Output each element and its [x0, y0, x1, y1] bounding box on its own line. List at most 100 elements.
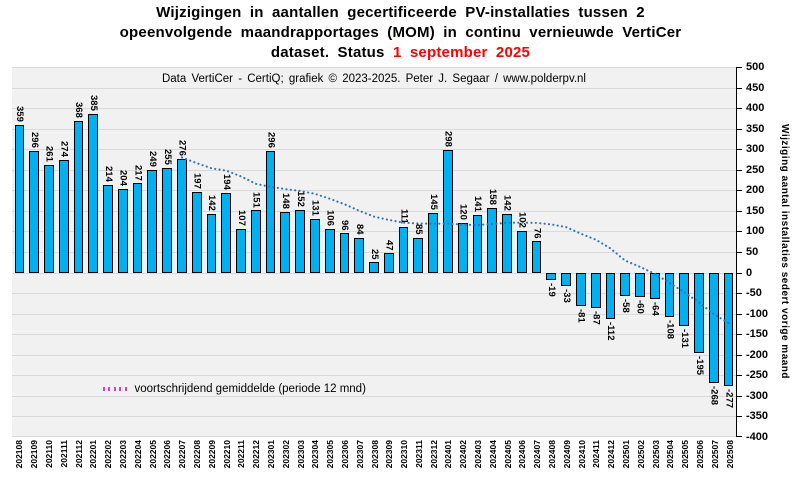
bar	[29, 150, 40, 273]
x-axis-label: 202508	[724, 440, 735, 469]
y-axis-tick-label: 250	[746, 163, 765, 176]
x-axis-label: 202111	[58, 440, 69, 468]
y-axis-tick-label: 100	[746, 225, 765, 238]
y-axis-tick-label: 300	[746, 143, 765, 156]
x-axis-label: 202302	[280, 440, 291, 469]
bar	[561, 272, 571, 287]
bar-value-label: 255	[161, 148, 173, 165]
x-axis-label: 202311	[413, 440, 424, 468]
x-axis-label: 202407	[532, 440, 543, 469]
x-axis-label: 202406	[517, 440, 528, 469]
x-axis-label: 202404	[487, 440, 498, 469]
bar	[502, 214, 512, 273]
bar-value-label: -112	[605, 321, 617, 341]
bar	[295, 210, 305, 273]
bar	[369, 262, 379, 273]
bar	[191, 191, 202, 273]
bar	[649, 272, 660, 299]
x-axis-label: 202301	[265, 440, 276, 469]
y-axis-tick-label: -350	[746, 410, 769, 423]
bar	[14, 124, 25, 273]
bar-value-label: 274	[58, 141, 70, 157]
y-axis-tick-label: 0	[746, 266, 753, 279]
bar	[280, 211, 291, 273]
bar-value-label: 84	[353, 224, 365, 236]
bar-value-label: 217	[132, 164, 144, 181]
bar-value-label: 145	[427, 194, 439, 210]
legend-dotted-line-sample	[102, 387, 127, 392]
bar-value-label: -64	[649, 301, 661, 316]
bar-value-label: 368	[73, 102, 85, 119]
y-axis-tick	[737, 128, 742, 130]
bar-value-label: 142	[501, 195, 513, 212]
x-axis-label: 202110	[43, 440, 54, 468]
bar	[383, 253, 394, 273]
bar	[723, 272, 734, 387]
y-axis-tick	[737, 375, 742, 377]
bar-value-label: -60	[634, 300, 646, 314]
bar	[58, 159, 69, 273]
x-axis-label: 202405	[502, 440, 513, 469]
x-axis-label: 202208	[191, 440, 202, 469]
y-axis-tick-label: -200	[746, 348, 769, 361]
page-title: Wijzigingen in aantallen gecertificeerde…	[0, 3, 801, 63]
bar	[117, 188, 128, 273]
bar-value-label: 296	[28, 132, 40, 148]
bar-value-label: 151	[250, 191, 262, 208]
bar	[531, 241, 542, 273]
y-axis-tick-label: 350	[746, 122, 765, 135]
bar-value-label: 111	[398, 209, 410, 224]
y-axis-tick-label: 400	[746, 102, 765, 115]
x-axis-label: 202306	[339, 440, 350, 469]
gridline	[12, 395, 736, 397]
bar	[73, 121, 84, 273]
y-axis-tick	[737, 231, 742, 233]
bar	[147, 170, 158, 273]
y-axis-tick-label: -50	[746, 287, 762, 300]
x-axis-label: 202204	[132, 440, 143, 469]
x-axis-label: 202403	[473, 440, 484, 469]
x-axis-label: 202305	[325, 440, 336, 469]
x-axis-label: 202408	[547, 440, 558, 469]
bar-value-label: 158	[486, 188, 498, 205]
x-axis-label: 202505	[680, 440, 691, 469]
y-axis-tick	[737, 210, 742, 212]
x-axis-label: 202507	[709, 440, 720, 469]
bar-value-label: 102	[516, 211, 528, 228]
x-axis-label: 202202	[103, 440, 114, 469]
bar-value-label: 148	[280, 192, 292, 209]
y-axis-tick-label: -150	[746, 328, 769, 341]
bar-value-label: 96	[339, 219, 351, 231]
y-axis-tick	[737, 190, 742, 192]
bar-value-label: -277	[723, 389, 735, 409]
bar	[590, 272, 601, 309]
x-axis-label: 202108	[14, 440, 25, 469]
bar	[620, 272, 631, 297]
gridline	[12, 67, 736, 68]
bar	[664, 272, 675, 317]
y-axis-tick	[737, 108, 742, 110]
x-axis-label: 202309	[384, 440, 395, 469]
y-axis-tick	[737, 87, 742, 89]
bar-value-label: 106	[324, 210, 336, 226]
bar-value-label: 261	[43, 146, 55, 163]
bar	[442, 150, 453, 273]
bar-value-label: -19	[546, 283, 558, 298]
bar	[635, 272, 645, 298]
bar	[236, 228, 246, 273]
bar-value-label: 214	[102, 165, 114, 182]
y-axis-tick	[737, 293, 742, 295]
legend: voortschrijdend gemiddelde (periode 12 m…	[102, 383, 366, 395]
y-axis-tick	[737, 313, 742, 315]
y-axis-tick-label: 450	[746, 81, 765, 94]
x-axis-label: 202501	[621, 440, 632, 469]
x-axis-label: 202304	[310, 440, 321, 469]
bar	[132, 183, 143, 273]
gridline	[12, 87, 736, 89]
x-axis-label: 202211	[236, 440, 247, 468]
bar	[265, 150, 276, 273]
y-axis-tick	[737, 436, 742, 437]
bar	[413, 237, 424, 273]
x-axis-label: 202409	[561, 440, 572, 469]
y-axis-tick	[737, 169, 742, 171]
